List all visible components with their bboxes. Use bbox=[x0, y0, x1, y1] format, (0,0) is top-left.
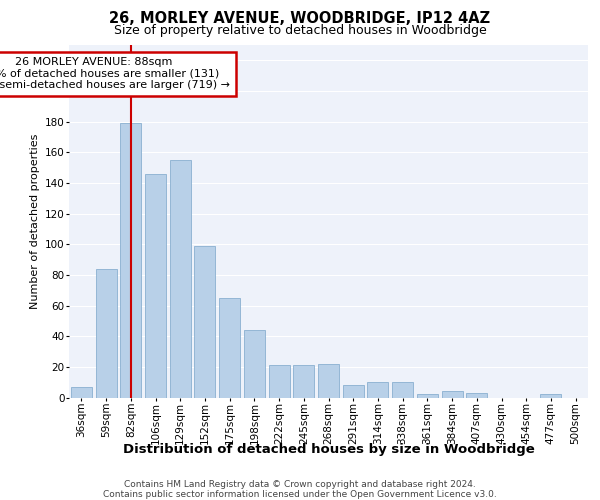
Bar bbox=[219, 298, 240, 398]
Bar bbox=[194, 246, 215, 398]
Bar bbox=[71, 387, 92, 398]
Bar bbox=[466, 393, 487, 398]
Bar bbox=[269, 366, 290, 398]
Bar bbox=[541, 394, 562, 398]
Bar bbox=[95, 269, 116, 398]
Bar bbox=[367, 382, 388, 398]
Bar bbox=[145, 174, 166, 398]
Text: 26 MORLEY AVENUE: 88sqm
← 15% of detached houses are smaller (131)
85% of semi-d: 26 MORLEY AVENUE: 88sqm ← 15% of detache… bbox=[0, 58, 230, 90]
Text: Size of property relative to detached houses in Woodbridge: Size of property relative to detached ho… bbox=[113, 24, 487, 37]
Bar bbox=[392, 382, 413, 398]
Bar bbox=[244, 330, 265, 398]
Y-axis label: Number of detached properties: Number of detached properties bbox=[29, 134, 40, 309]
Bar bbox=[417, 394, 438, 398]
Bar bbox=[442, 392, 463, 398]
Bar bbox=[318, 364, 339, 398]
Text: Contains HM Land Registry data © Crown copyright and database right 2024.
Contai: Contains HM Land Registry data © Crown c… bbox=[103, 480, 497, 499]
Text: 26, MORLEY AVENUE, WOODBRIDGE, IP12 4AZ: 26, MORLEY AVENUE, WOODBRIDGE, IP12 4AZ bbox=[109, 11, 491, 26]
Bar bbox=[120, 123, 141, 398]
Bar bbox=[343, 385, 364, 398]
Text: Distribution of detached houses by size in Woodbridge: Distribution of detached houses by size … bbox=[123, 442, 535, 456]
Bar bbox=[293, 366, 314, 398]
Bar bbox=[170, 160, 191, 398]
